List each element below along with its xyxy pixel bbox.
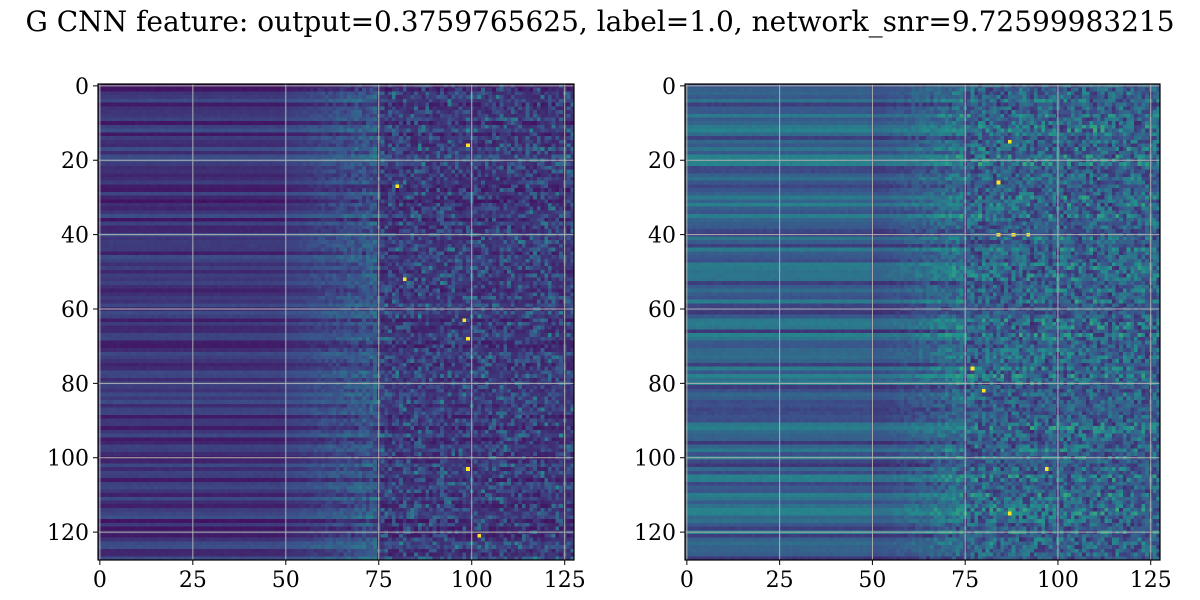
y-tick-label: 60 — [61, 298, 89, 323]
x-tick-label: 25 — [179, 568, 207, 593]
heatmap-panel-left: 0 25 50 75 100 125 0 20 40 60 80 100 120 — [47, 75, 586, 593]
x-tick-label: 100 — [1037, 568, 1079, 593]
x-tick-label: 50 — [272, 568, 300, 593]
y-tick-label: 120 — [634, 521, 676, 546]
y-tick-label: 20 — [61, 149, 89, 174]
y-tick-label: 100 — [47, 447, 89, 472]
x-tick-label: 75 — [951, 568, 979, 593]
y-tick-label: 80 — [648, 372, 676, 397]
y-tick-label: 60 — [648, 298, 676, 323]
x-tick-label: 0 — [93, 568, 107, 593]
x-tick-label: 75 — [365, 568, 393, 593]
y-tick-label: 40 — [648, 224, 676, 249]
heatmap-panel-right: 0 25 50 75 100 125 0 20 40 60 80 100 120 — [634, 75, 1172, 593]
x-tick-label: 50 — [858, 568, 886, 593]
heatmap-cells — [685, 84, 1160, 560]
x-tick-label: 100 — [451, 568, 493, 593]
y-tick-label: 80 — [61, 372, 89, 397]
heatmap-cells — [98, 84, 574, 560]
y-tick-label: 120 — [47, 521, 89, 546]
x-tick-label: 125 — [544, 568, 586, 593]
y-tick-label: 40 — [61, 224, 89, 249]
y-tick-label: 0 — [662, 75, 676, 100]
y-tick-label: 20 — [648, 149, 676, 174]
y-tick-label: 100 — [634, 447, 676, 472]
y-tick-label: 0 — [75, 75, 89, 100]
x-tick-label: 25 — [766, 568, 794, 593]
x-tick-label: 0 — [680, 568, 694, 593]
x-tick-label: 125 — [1130, 568, 1172, 593]
